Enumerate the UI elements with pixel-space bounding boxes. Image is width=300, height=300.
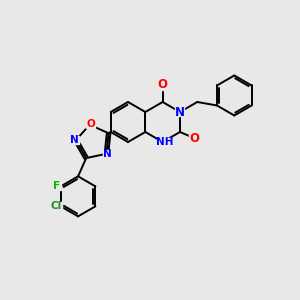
Bar <box>103 150 112 158</box>
Text: O: O <box>189 131 199 145</box>
Bar <box>176 108 184 116</box>
Text: Cl: Cl <box>50 201 61 211</box>
Text: NH: NH <box>156 137 173 147</box>
Text: N: N <box>175 106 185 118</box>
Text: N: N <box>103 149 112 159</box>
Bar <box>52 182 61 190</box>
Text: F: F <box>53 181 60 191</box>
Bar <box>158 138 171 146</box>
Bar <box>158 80 168 89</box>
Text: N: N <box>70 135 79 145</box>
Bar <box>86 120 95 128</box>
Text: O: O <box>86 119 95 129</box>
Bar <box>70 136 80 144</box>
Text: O: O <box>158 79 168 92</box>
Bar <box>50 202 62 210</box>
Bar <box>189 134 199 142</box>
